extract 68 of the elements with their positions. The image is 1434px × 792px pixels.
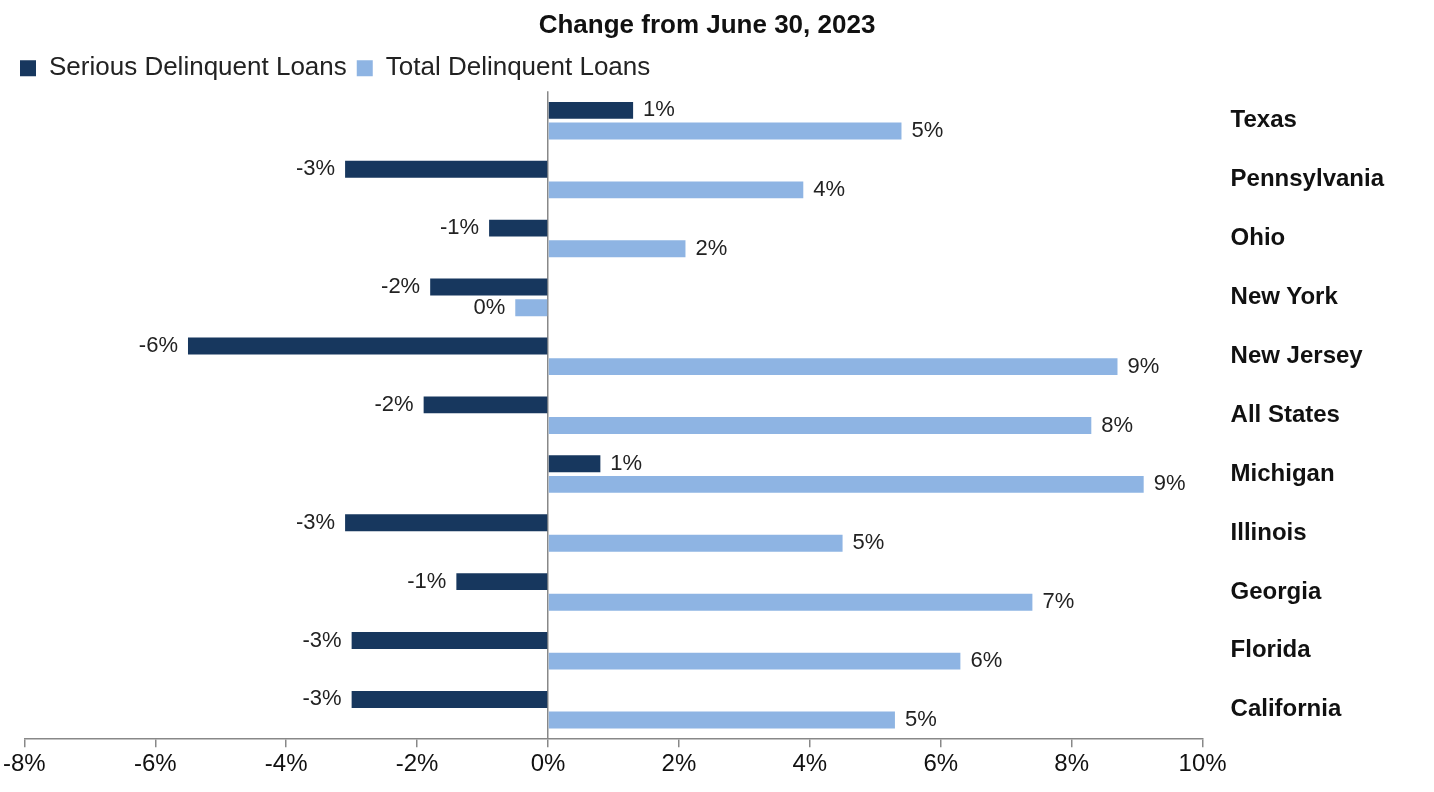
data-label: 7% [1042,588,1075,614]
bar [548,240,686,258]
data-label: 0% [473,293,506,319]
bar [515,299,548,317]
x-tick-label: -4% [264,749,308,777]
y-tick-label: New York [1230,282,1339,310]
data-label: 1% [610,449,643,475]
bar [548,122,902,140]
data-label: 1% [643,96,675,122]
y-tick-label: California [1230,694,1342,722]
bar [548,181,804,199]
y-tick-label: Michigan [1230,458,1335,486]
legend-label: Total Delinquent Loans [385,51,651,82]
data-label: -3% [295,155,336,181]
legend-label: Serious Delinquent Loans [49,51,347,82]
bar [456,573,548,591]
bar [489,219,548,237]
data-label: -3% [302,626,342,652]
bar [548,652,961,670]
y-tick-label: New Jersey [1230,340,1364,368]
bar [430,278,548,296]
y-tick-label: Florida [1230,635,1312,663]
data-label: 9% [1127,352,1160,378]
x-tick-label: -8% [3,749,46,777]
data-label: -2% [381,273,421,299]
bar [548,711,895,729]
x-tick-label: -6% [133,749,177,777]
data-label: 8% [1101,411,1134,437]
x-tick-label: 4% [792,749,828,777]
bar [548,358,1118,376]
data-label: 4% [813,175,846,201]
x-tick-label: -2% [395,749,439,777]
data-label: 6% [970,647,1003,673]
bar [345,160,548,178]
bar [345,514,548,532]
bar [548,593,1033,611]
y-tick-label: Ohio [1230,223,1286,251]
data-label: 9% [1153,470,1186,496]
bar [187,337,548,355]
bar [351,632,548,649]
y-tick-label: Texas [1230,105,1297,133]
y-tick-label: All States [1230,399,1340,427]
data-label: -3% [302,685,342,711]
data-label: 2% [695,234,728,260]
x-tick-label: 6% [923,749,959,777]
data-label: -1% [407,567,447,593]
x-tick-label: 8% [1054,749,1090,777]
data-label: -3% [295,508,336,534]
x-tick-label: 2% [661,749,697,777]
x-tick-label: 10% [1178,749,1227,777]
bar [548,475,1144,493]
bar [351,690,548,708]
data-label: -2% [374,390,414,416]
bar [548,417,1092,434]
data-label: 5% [904,706,937,732]
data-label: 5% [911,117,944,143]
bar [548,455,601,473]
bar [423,396,548,414]
y-tick-label: Georgia [1230,576,1322,604]
x-tick-label: 0% [530,749,566,777]
data-label: -1% [439,214,480,240]
y-tick-label: Pennsylvania [1230,164,1385,192]
bar [548,534,843,552]
y-tick-label: Illinois [1230,517,1307,545]
data-label: 5% [852,529,885,555]
bar [548,101,634,119]
chart-title: Change from June 30, 2023 [538,8,876,39]
data-label: -6% [138,332,178,358]
